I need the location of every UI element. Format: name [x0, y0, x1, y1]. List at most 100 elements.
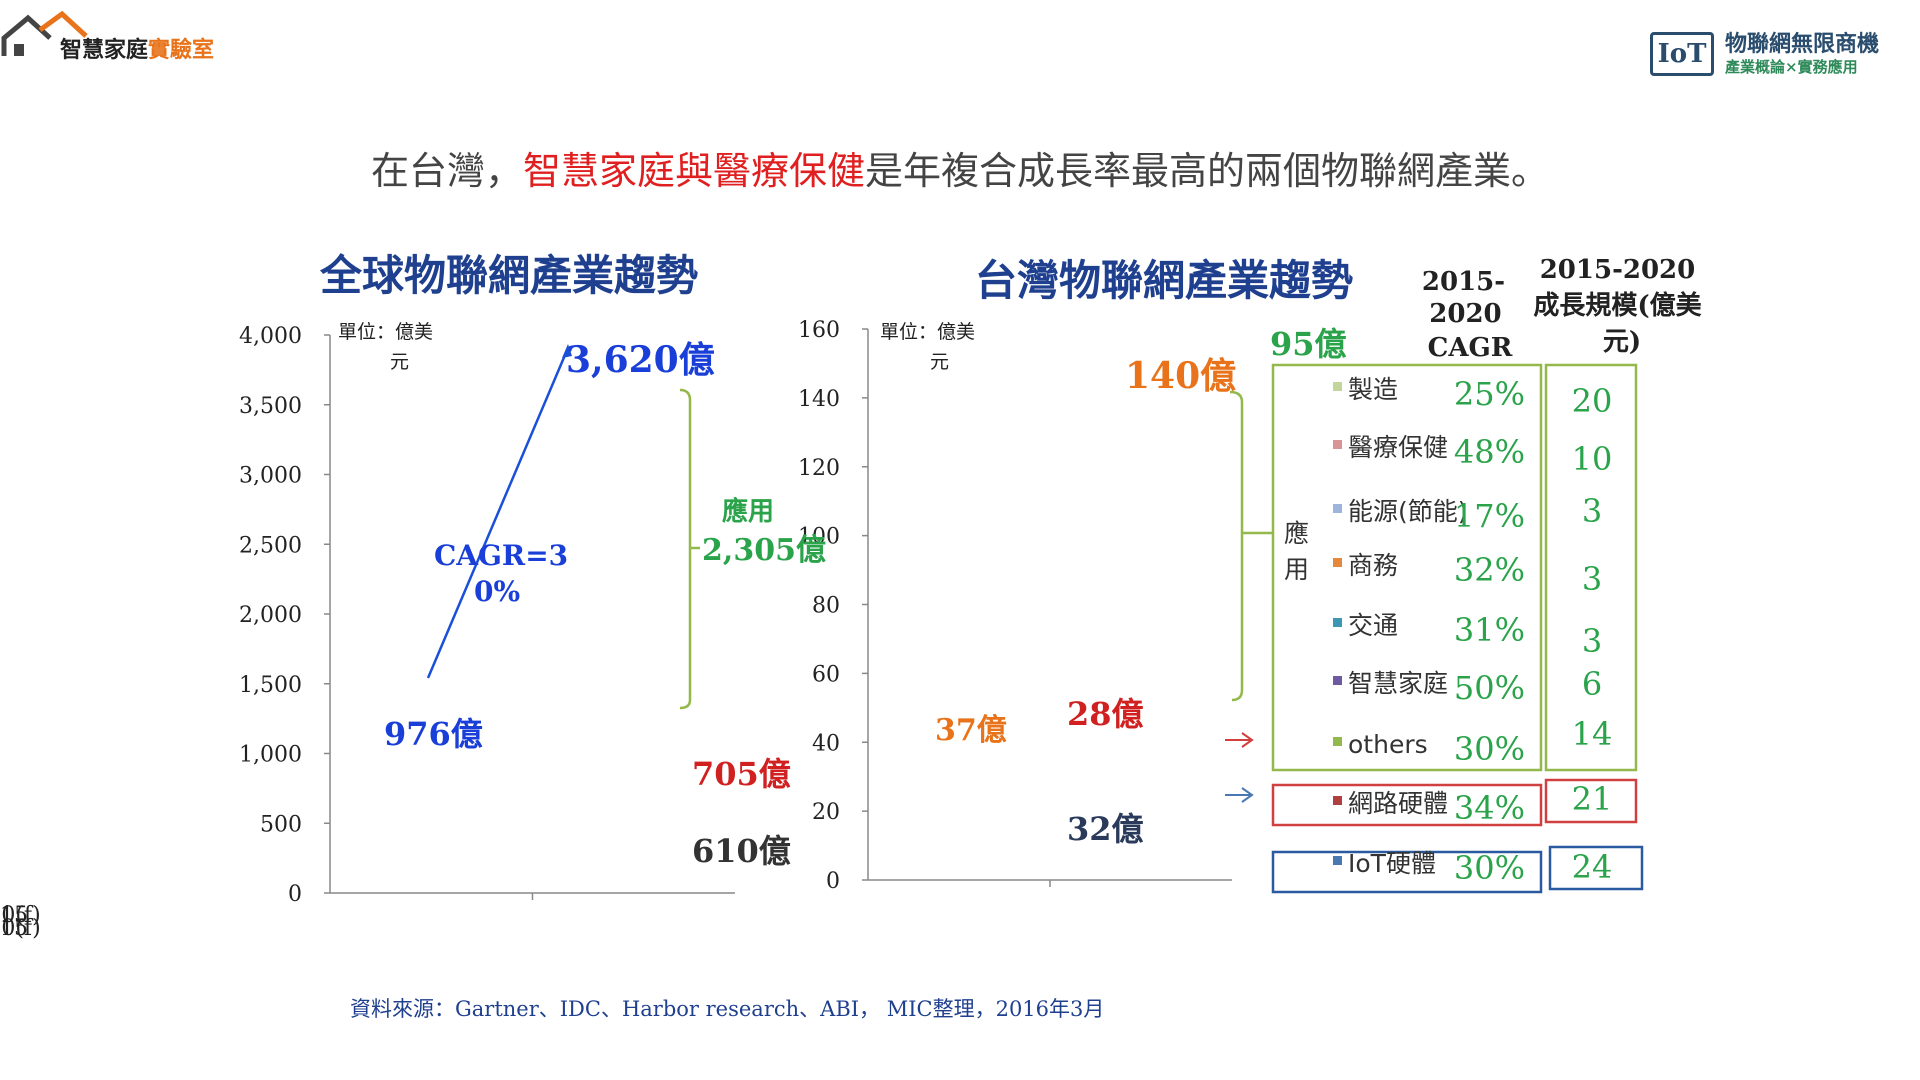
global-y-tick-label: 3,000 [239, 464, 302, 489]
taiwan-application-total: 95億 [1270, 325, 1347, 363]
cagr-value-smart_home: 50% [1454, 669, 1525, 707]
taiwan-application-label-line2: 用 [1284, 555, 1309, 584]
scale-value-smart_home: 6 [1582, 665, 1602, 703]
cagr-value-manufacturing: 25% [1454, 375, 1525, 413]
global-y-tick-label: 500 [260, 812, 302, 837]
logo-text-highlight: 實驗室 [148, 38, 215, 63]
taiwan-total-2015: 37億 [935, 713, 1007, 748]
cagr-header-line1: 2015- [1422, 267, 1505, 297]
publisher-subtitle: 產業概論×實務應用 [1725, 58, 1858, 76]
global-y-tick-label: 1,500 [239, 673, 302, 698]
headline-part1: 在台灣， [370, 149, 523, 193]
global-application-value: 2,305億 [702, 533, 826, 568]
taiwan-network-value: 28億 [1067, 695, 1144, 733]
taiwan-chart-axes: 0 20 40 60 80 100 120 140 160 20152020(f) [0, 318, 1232, 928]
legend-label-energy: 能源(節能) [1348, 497, 1468, 526]
scale-header-line1: 2015-2020 [1540, 255, 1696, 285]
legend-label-healthcare: 醫療保健 [1348, 433, 1448, 462]
legend-swatch-transport [1333, 618, 1342, 627]
cagr-value-transport: 31% [1454, 611, 1525, 649]
legend-label-others: others [1348, 730, 1428, 759]
taiwan-y-tick-label: 60 [812, 662, 840, 687]
scale-value-manufacturing: 20 [1572, 382, 1613, 420]
legend-label-commerce: 商務 [1348, 551, 1398, 580]
legend-swatch-iot_hw [1333, 856, 1342, 865]
taiwan-y-tick-label: 160 [798, 318, 840, 343]
taiwan-x-label: 2015 [0, 903, 28, 928]
global-y-tick-label: 0 [288, 882, 302, 907]
cagr-value-iot_hw: 30% [1454, 849, 1525, 887]
legend-swatch-smart_home [1333, 676, 1342, 685]
taiwan-y-tick-label: 40 [812, 731, 840, 756]
global-iot-value: 610億 [692, 832, 791, 870]
taiwan-x-label: 2020(f) [0, 903, 41, 928]
network-scale-box [1544, 778, 1638, 824]
cagr-value-commerce: 32% [1454, 551, 1525, 589]
taiwan-y-tick-label: 80 [812, 594, 840, 619]
global-network-value: 705億 [692, 755, 791, 793]
headline-part3: 是年複合成長率最高的兩個物聯網產業。 [865, 149, 1550, 193]
application-cagr-box [1271, 363, 1543, 772]
taiwan-y-tick-label: 0 [826, 869, 840, 894]
scale-value-network_hw: 21 [1572, 780, 1613, 818]
global-y-tick-label: 1,000 [239, 743, 302, 768]
publisher-title: 物聯網無限商機 [1725, 31, 1880, 57]
taiwan-application-label-line1: 應 [1284, 519, 1309, 548]
house-logo-icon [1, 10, 88, 56]
global-total-2020: 3,620億 [566, 339, 715, 381]
logo-text-main: 智慧家庭 [60, 38, 149, 63]
scale-value-commerce: 3 [1582, 560, 1602, 598]
legend-swatch-healthcare [1333, 440, 1342, 449]
legend-label-transport: 交通 [1348, 611, 1398, 640]
cagr-value-others: 30% [1454, 730, 1525, 768]
legend-swatch-commerce [1333, 558, 1342, 567]
global-y-tick-label: 3,500 [239, 394, 302, 419]
taiwan-unit-label-line1: 單位：億美 [880, 321, 975, 343]
application-scale-box [1544, 363, 1638, 772]
scale-value-others: 14 [1572, 715, 1613, 753]
legend-label-smart_home: 智慧家庭 [1348, 669, 1448, 698]
legend-swatch-manufacturing [1333, 382, 1342, 391]
cagr-header-line2: 2020 [1429, 299, 1501, 329]
taiwan-application-label: 應 用 [1284, 519, 1317, 584]
cagr-value-energy: 17% [1454, 497, 1525, 535]
global-application-label: 應用 [722, 496, 774, 527]
category-table: 製造 25% 20 醫療保健 48% 10 能源(節能)17% 3 商務 32% 3 交通 31% 3 智慧… [1333, 375, 1612, 887]
iot-badge: IoT [1650, 32, 1714, 76]
taiwan-y-tick-label: 20 [812, 800, 840, 825]
global-cagr-label: CAGR=3 0% [434, 539, 578, 608]
global-y-tick-label: 2,000 [239, 603, 302, 628]
taiwan-y-tick-label: 100 [798, 525, 840, 550]
global-unit-label: 單位：億美 元 [338, 321, 439, 373]
global-chart-title: 全球物聯網產業趨勢 [319, 251, 698, 300]
scale-value-transport: 3 [1582, 622, 1602, 660]
cagr-arrowhead-icon [562, 344, 572, 358]
legend-label-network_hw: 網路硬體 [1348, 789, 1448, 818]
cagr-value-healthcare: 48% [1454, 433, 1525, 471]
iot-cagr-box [1271, 850, 1543, 894]
cagr-header-line3: CAGR [1428, 333, 1513, 363]
headline-highlight: 智慧家庭與醫療保健 [522, 149, 865, 193]
taiwan-application-brace [1229, 390, 1244, 702]
global-unit-label-line1: 單位：億美 [338, 321, 433, 343]
scale-value-energy: 3 [1582, 492, 1602, 530]
legend-swatch-energy [1333, 504, 1342, 513]
network-cagr-box [1271, 783, 1543, 827]
global-y-tick-label: 4,000 [239, 324, 302, 349]
legend-swatch-network_hw [1333, 796, 1342, 805]
cagr-value-network_hw: 34% [1454, 789, 1525, 827]
taiwan-unit-label: 單位：億美 元 [880, 321, 981, 373]
global-x-label: 2015 [0, 916, 28, 941]
taiwan-y-tick-label: 120 [798, 456, 840, 481]
scale-header-line3: 元) [1603, 327, 1641, 357]
legend-label-iot_hw: IoT硬體 [1348, 849, 1436, 878]
scale-header-line2: 成長規模(億美 [1533, 290, 1701, 321]
global-y-tick-label: 2,500 [239, 533, 302, 558]
taiwan-total-2020: 140億 [1125, 355, 1236, 397]
iot-scale-box [1548, 845, 1644, 891]
taiwan-unit-label-line2: 元 [930, 351, 949, 373]
scale-header: 2015-2020 成長規模(億美 元) [1533, 255, 1710, 357]
scale-value-iot_hw: 24 [1572, 848, 1613, 886]
global-total-2015: 976億 [384, 715, 483, 753]
